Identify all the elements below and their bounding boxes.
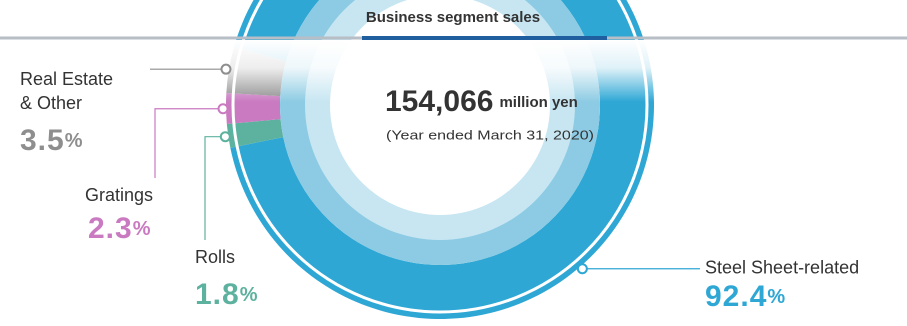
percent-value: 92.4 bbox=[705, 280, 767, 313]
leader-marker bbox=[220, 63, 232, 75]
segment-label: Rolls bbox=[195, 247, 235, 267]
percent-value: 1.8 bbox=[195, 278, 240, 311]
segment-percent: 1.8% bbox=[195, 278, 258, 311]
segment-label: Real Estate & Other bbox=[20, 69, 113, 113]
top-fade bbox=[200, 40, 700, 102]
percent-unit: % bbox=[133, 218, 151, 240]
ring-separator bbox=[231, 0, 649, 314]
percent-value: 2.3 bbox=[88, 212, 133, 245]
wedge bbox=[230, 0, 654, 319]
segment-percent: 3.5% bbox=[20, 124, 83, 157]
wedge bbox=[226, 119, 284, 148]
leader-marker bbox=[219, 131, 231, 143]
percent-unit: % bbox=[767, 286, 785, 308]
subtitle: (Year ended March 31, 2020) bbox=[386, 127, 594, 142]
segment-label: Gratings bbox=[85, 185, 153, 205]
total: 154,066 million yen bbox=[385, 85, 578, 118]
chart-title: Business segment sales bbox=[366, 9, 540, 26]
labels: Steel Sheet-related92.4%Rolls1.8%Grating… bbox=[20, 63, 859, 313]
segment-percent: 92.4% bbox=[705, 280, 785, 313]
percent-value: 3.5 bbox=[20, 124, 65, 157]
percent-unit: % bbox=[65, 130, 83, 152]
leader-line bbox=[154, 108, 224, 178]
total-value: 154,066 bbox=[385, 85, 493, 118]
leader-line bbox=[204, 136, 226, 240]
total-unit: million yen bbox=[499, 94, 577, 111]
segment-percent: 2.3% bbox=[88, 212, 151, 245]
leader-marker bbox=[576, 263, 588, 275]
segment-label: Steel Sheet-related bbox=[705, 258, 859, 278]
percent-unit: % bbox=[240, 284, 258, 306]
leader-marker bbox=[217, 103, 229, 115]
